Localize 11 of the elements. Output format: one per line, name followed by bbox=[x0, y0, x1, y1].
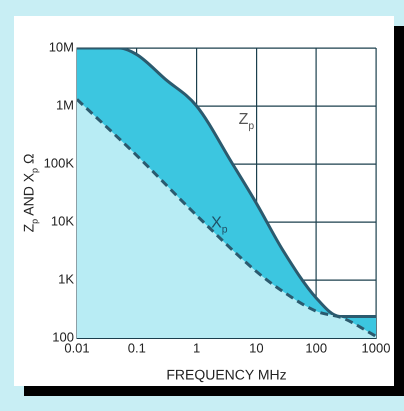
x-tick-label: 1 bbox=[192, 340, 200, 356]
x-tick-label: 10 bbox=[249, 340, 264, 356]
y-tick-label: 1K bbox=[58, 272, 74, 287]
y-tick-label: 1M bbox=[56, 98, 74, 113]
x-tick-label: 100 bbox=[305, 340, 328, 356]
x-tick-label: 0.1 bbox=[128, 340, 146, 356]
y-tick-label: 10K bbox=[50, 214, 74, 229]
y-tick-label: 10M bbox=[48, 40, 74, 55]
x-tick-label: 1000 bbox=[362, 340, 390, 356]
y-tick-label: 100K bbox=[44, 156, 74, 171]
x-axis-title: FREQUENCY MHz bbox=[166, 366, 287, 382]
